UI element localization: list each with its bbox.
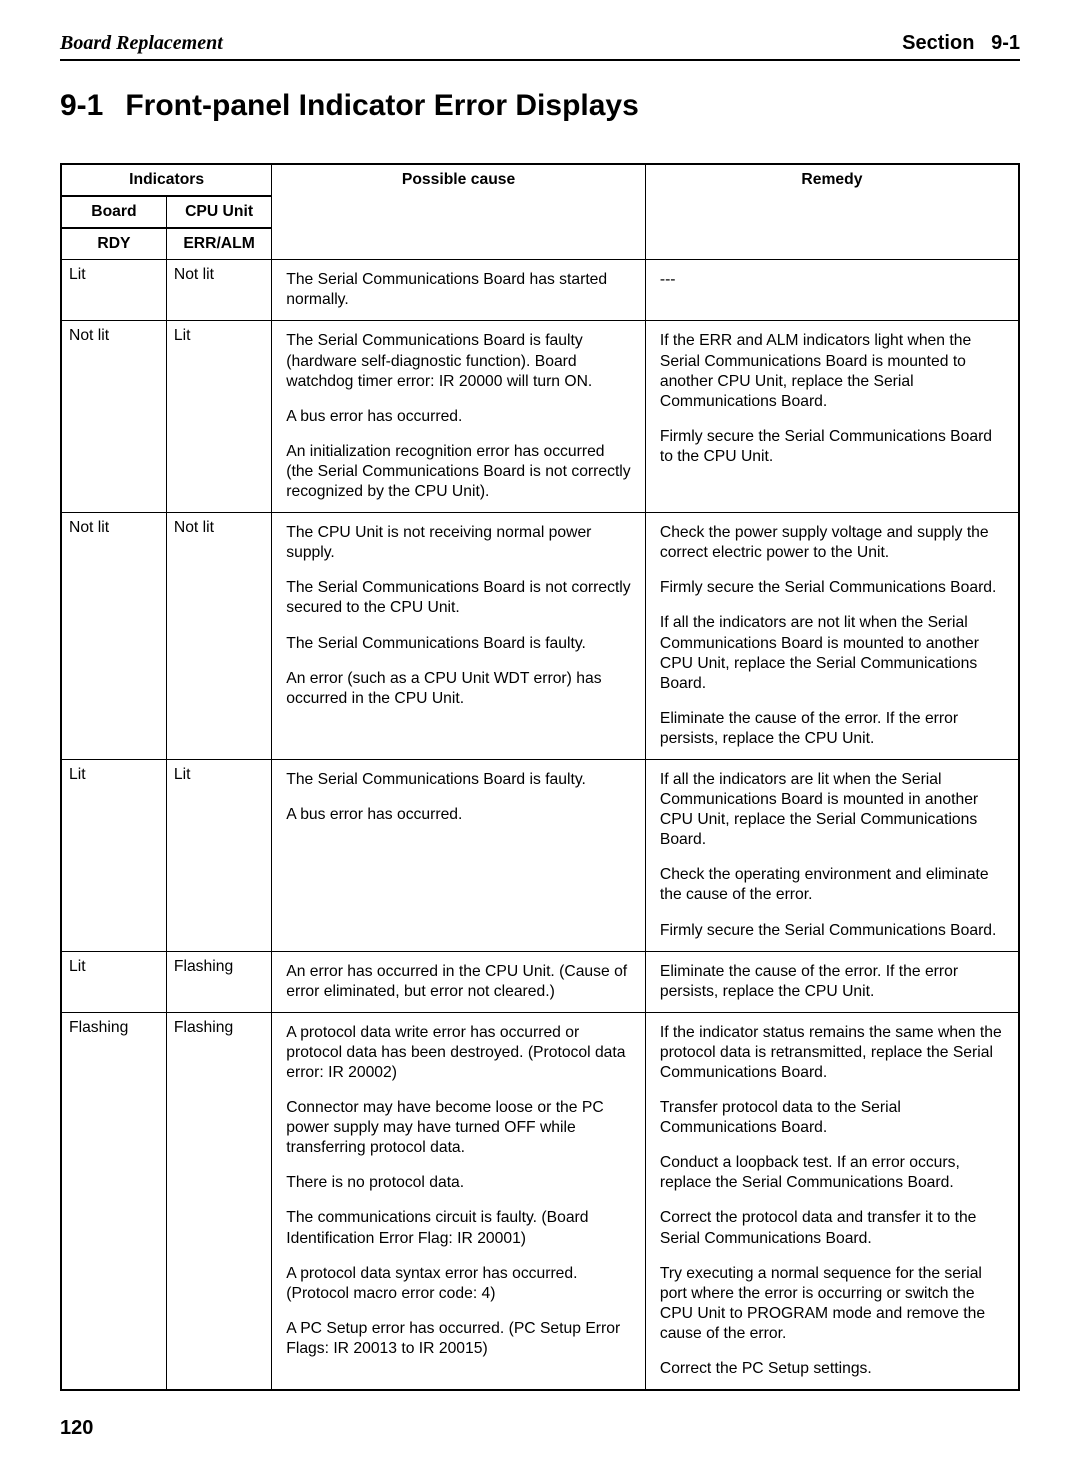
remedy-paragraph: Eliminate the cause of the error. If the… bbox=[653, 957, 1011, 1007]
table-row: LitFlashingAn error has occurred in the … bbox=[61, 951, 1019, 1012]
cell-cpu-erralm: Flashing bbox=[166, 951, 271, 1012]
remedy-paragraph: If all the indicators are not lit when t… bbox=[653, 603, 1011, 698]
remedy-paragraph: Correct the PC Setup settings. bbox=[653, 1349, 1011, 1384]
col-cause: Possible cause bbox=[272, 164, 646, 260]
section-number: 9-1 bbox=[991, 32, 1020, 54]
cause-paragraph: The CPU Unit is not receiving normal pow… bbox=[279, 518, 638, 568]
cause-paragraph: The Serial Communications Board is fault… bbox=[279, 326, 638, 396]
title-number: 9-1 bbox=[60, 89, 103, 122]
cause-paragraph: A bus error has occurred. bbox=[279, 795, 638, 830]
cause-paragraph: The Serial Communications Board is not c… bbox=[279, 568, 638, 623]
cell-remedy: Eliminate the cause of the error. If the… bbox=[645, 951, 1019, 1012]
cell-remedy: If all the indicators are lit when the S… bbox=[645, 759, 1019, 951]
cell-remedy: Check the power supply voltage and suppl… bbox=[645, 513, 1019, 760]
table-row: Not litLitThe Serial Communications Boar… bbox=[61, 321, 1019, 513]
cell-cpu-erralm: Flashing bbox=[166, 1012, 271, 1390]
cell-board-rdy: Lit bbox=[61, 951, 166, 1012]
col-err-alm: ERR/ALM bbox=[166, 228, 271, 260]
remedy-paragraph: Correct the protocol data and transfer i… bbox=[653, 1198, 1011, 1253]
col-board: Board bbox=[61, 196, 166, 228]
cell-remedy: If the indicator status remains the same… bbox=[645, 1012, 1019, 1390]
remedy-paragraph: Firmly secure the Serial Communications … bbox=[653, 417, 1011, 472]
cause-paragraph: A protocol data write error has occurred… bbox=[279, 1018, 638, 1088]
table-head: Indicators Possible cause Remedy Board C… bbox=[61, 164, 1019, 260]
col-rdy: RDY bbox=[61, 228, 166, 260]
table-row: LitNot litThe Serial Communications Boar… bbox=[61, 260, 1019, 321]
cell-possible-cause: The Serial Communications Board is fault… bbox=[272, 321, 646, 513]
table-row: LitLit The Serial Communications Board is… bbox=[61, 759, 1019, 951]
remedy-paragraph: If the ERR and ALM indicators light when… bbox=[653, 326, 1011, 416]
cell-board-rdy: Lit bbox=[61, 759, 166, 951]
col-cpu-unit: CPU Unit bbox=[166, 196, 271, 228]
cell-possible-cause: The Serial Communications Board has star… bbox=[272, 260, 646, 321]
cause-paragraph: An error has occurred in the CPU Unit. (… bbox=[279, 957, 638, 1007]
table-body: LitNot litThe Serial Communications Boar… bbox=[61, 260, 1019, 1390]
title-text: Front-panel Indicator Error Displays bbox=[125, 89, 638, 122]
header-left-text: Board Replacement bbox=[60, 32, 223, 55]
remedy-paragraph: Conduct a loopback test. If an error occ… bbox=[653, 1143, 1011, 1198]
cell-remedy: --- bbox=[645, 260, 1019, 321]
cause-paragraph: The Serial Communications Board is fault… bbox=[279, 624, 638, 659]
remedy-paragraph: --- bbox=[653, 265, 1011, 295]
cause-paragraph: A PC Setup error has occurred. (PC Setup… bbox=[279, 1309, 638, 1364]
col-indicators: Indicators bbox=[61, 164, 272, 196]
remedy-paragraph: Check the power supply voltage and suppl… bbox=[653, 518, 1011, 568]
remedy-paragraph: If the indicator status remains the same… bbox=[653, 1018, 1011, 1088]
remedy-paragraph: Firmly secure the Serial Communications … bbox=[653, 911, 1011, 946]
cell-possible-cause: The CPU Unit is not receiving normal pow… bbox=[272, 513, 646, 760]
cause-paragraph: The Serial Communications Board is fault… bbox=[279, 765, 638, 795]
cause-paragraph: There is no protocol data. bbox=[279, 1163, 638, 1198]
cell-board-rdy: Flashing bbox=[61, 1012, 166, 1390]
remedy-paragraph: Check the operating environment and elim… bbox=[653, 855, 1011, 910]
cause-paragraph: The Serial Communications Board has star… bbox=[279, 265, 638, 315]
cell-possible-cause: An error has occurred in the CPU Unit. (… bbox=[272, 951, 646, 1012]
cell-board-rdy: Not lit bbox=[61, 513, 166, 760]
header-right: Section 9-1 bbox=[902, 32, 1020, 55]
remedy-paragraph: Try executing a normal sequence for the … bbox=[653, 1254, 1011, 1349]
col-remedy: Remedy bbox=[645, 164, 1019, 260]
cause-paragraph: An initialization recognition error has … bbox=[279, 432, 638, 507]
cause-paragraph: A bus error has occurred. bbox=[279, 397, 638, 432]
section-title: 9-1 Front-panel Indicator Error Displays bbox=[60, 89, 1020, 123]
cell-board-rdy: Lit bbox=[61, 260, 166, 321]
remedy-paragraph: If all the indicators are lit when the S… bbox=[653, 765, 1011, 855]
cell-cpu-erralm: Not lit bbox=[166, 513, 271, 760]
page-root: Board Replacement Section 9-1 9-1 Front-p… bbox=[0, 0, 1080, 1470]
error-table: Indicators Possible cause Remedy Board C… bbox=[60, 163, 1020, 1391]
page-header: Board Replacement Section 9-1 bbox=[60, 32, 1020, 61]
cell-possible-cause: A protocol data write error has occurred… bbox=[272, 1012, 646, 1390]
cell-cpu-erralm: Lit bbox=[166, 321, 271, 513]
table-row: FlashingFlashingA protocol data write er… bbox=[61, 1012, 1019, 1390]
remedy-paragraph: Transfer protocol data to the Serial Com… bbox=[653, 1088, 1011, 1143]
table-row: Not litNot litThe CPU Unit is not receiv… bbox=[61, 513, 1019, 760]
cause-paragraph: An error (such as a CPU Unit WDT error) … bbox=[279, 659, 638, 714]
page-number: 120 bbox=[60, 1417, 1020, 1440]
cause-paragraph: Connector may have become loose or the P… bbox=[279, 1088, 638, 1163]
section-label: Section bbox=[902, 32, 974, 54]
cell-cpu-erralm: Lit bbox=[166, 759, 271, 951]
cell-cpu-erralm: Not lit bbox=[166, 260, 271, 321]
cell-possible-cause: The Serial Communications Board is fault… bbox=[272, 759, 646, 951]
remedy-paragraph: Eliminate the cause of the error. If the… bbox=[653, 699, 1011, 754]
cause-paragraph: The communications circuit is faulty. (B… bbox=[279, 1198, 638, 1253]
cell-remedy: If the ERR and ALM indicators light when… bbox=[645, 321, 1019, 513]
cell-board-rdy: Not lit bbox=[61, 321, 166, 513]
remedy-paragraph: Firmly secure the Serial Communications … bbox=[653, 568, 1011, 603]
cause-paragraph: A protocol data syntax error has occurre… bbox=[279, 1254, 638, 1309]
